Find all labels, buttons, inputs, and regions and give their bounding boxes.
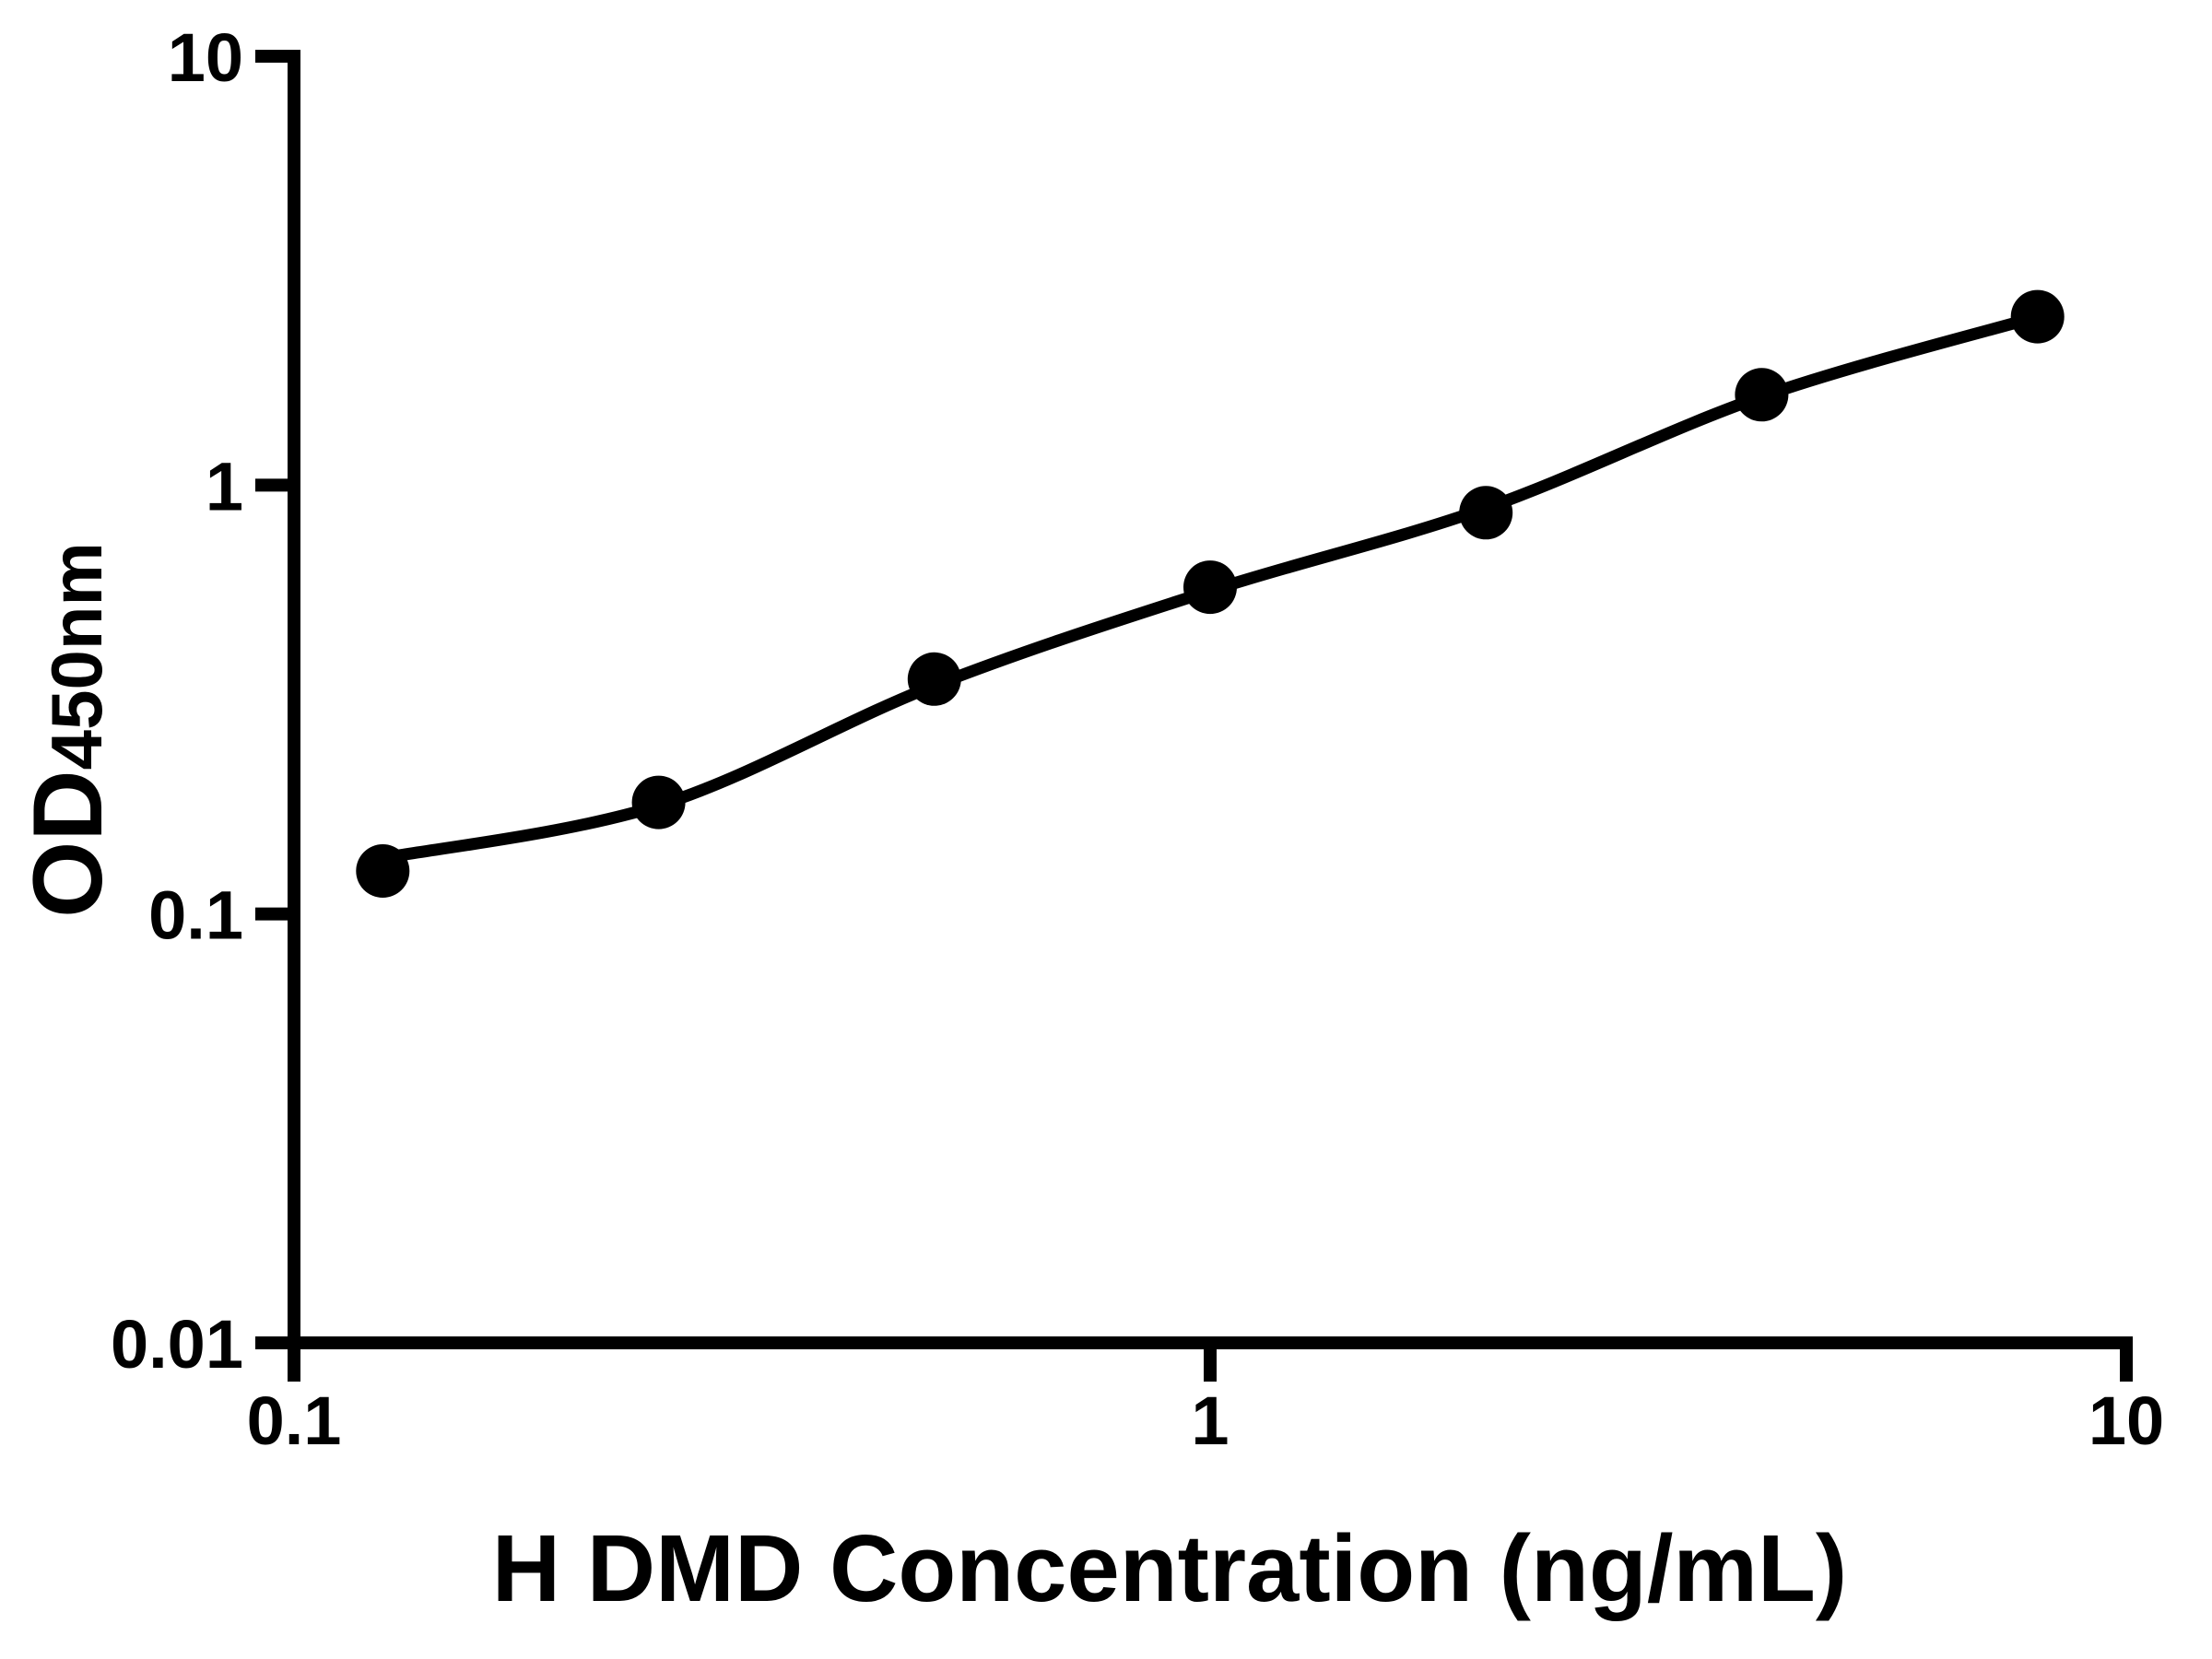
y-tick-label: 10 bbox=[168, 19, 243, 96]
y-axis-title: OD450nm bbox=[12, 542, 123, 918]
axes-layer bbox=[255, 50, 2133, 1382]
data-point bbox=[356, 844, 410, 898]
data-point-layer bbox=[356, 289, 2065, 898]
data-point bbox=[2010, 289, 2065, 344]
data-point bbox=[631, 775, 686, 830]
y-axis-title-main: OD bbox=[12, 770, 123, 918]
x-tick-label: 10 bbox=[2088, 1382, 2164, 1459]
y-tick-label: 0.01 bbox=[111, 1306, 243, 1382]
y-axis-title-subscript: 450nm bbox=[36, 542, 117, 770]
data-point bbox=[1735, 368, 1789, 422]
x-tick-label: 1 bbox=[1191, 1382, 1229, 1459]
data-point bbox=[1183, 560, 1237, 615]
x-axis-title: H DMD Concentration (ng/mL) bbox=[492, 1515, 1847, 1621]
y-tick-label: 1 bbox=[206, 448, 243, 524]
x-tick-label: 0.1 bbox=[247, 1382, 342, 1459]
y-tick-label: 0.1 bbox=[148, 877, 243, 954]
data-point bbox=[1459, 486, 1513, 540]
data-point bbox=[907, 652, 961, 706]
